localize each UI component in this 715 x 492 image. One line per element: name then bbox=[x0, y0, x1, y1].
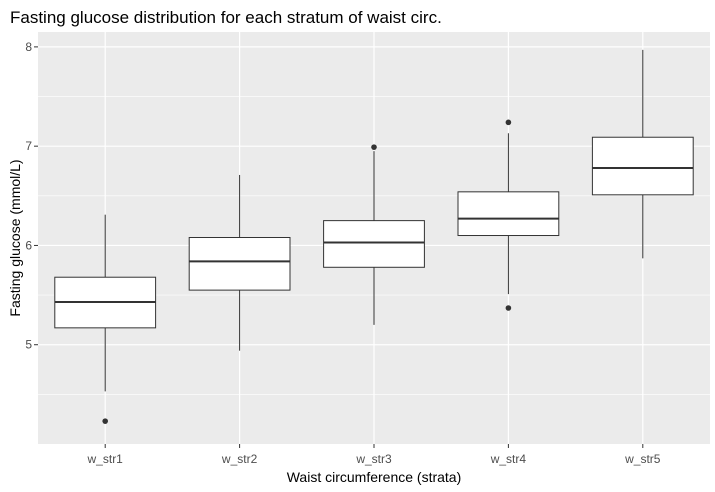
iqr-box bbox=[591, 136, 694, 196]
box-w_str1 bbox=[54, 214, 157, 424]
iqr-box bbox=[323, 220, 425, 268]
y-tick-label: 6 bbox=[25, 238, 32, 252]
box-w_str2 bbox=[188, 174, 291, 351]
x-axis-ticks: w_str1 w_str2 w_str3 w_str4 w_str5 bbox=[87, 444, 661, 466]
y-tick-label: 5 bbox=[25, 338, 32, 352]
y-axis-ticks: 5 6 7 8 bbox=[25, 40, 38, 352]
y-tick-label: 7 bbox=[25, 139, 32, 153]
y-axis-title: Fasting glucose (mmol/L) bbox=[7, 159, 23, 316]
x-tick-label: w_str1 bbox=[87, 452, 124, 466]
outlier-point bbox=[102, 418, 108, 424]
x-tick-label: w_str4 bbox=[490, 452, 527, 466]
box-series bbox=[54, 49, 694, 424]
x-tick-label: w_str5 bbox=[624, 452, 661, 466]
box-w_str4 bbox=[457, 119, 560, 311]
outlier-point bbox=[505, 305, 512, 311]
x-tick-label: w_str3 bbox=[355, 452, 392, 466]
chart-title: Fasting glucose distribution for each st… bbox=[10, 8, 442, 27]
box-w_str5 bbox=[591, 49, 694, 259]
outlier-point bbox=[371, 144, 377, 150]
y-tick-label: 8 bbox=[25, 40, 32, 54]
x-tick-label: w_str2 bbox=[221, 452, 258, 466]
outlier-point bbox=[505, 119, 512, 126]
iqr-box bbox=[188, 237, 291, 291]
x-axis-title: Waist circumference (strata) bbox=[287, 469, 462, 485]
box-w_str3 bbox=[323, 144, 425, 325]
iqr-box bbox=[457, 191, 560, 237]
